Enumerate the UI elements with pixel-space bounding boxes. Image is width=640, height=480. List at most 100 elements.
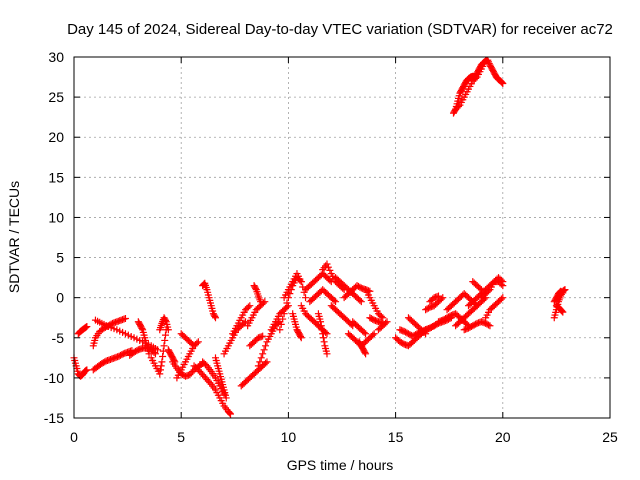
data-point (317, 318, 325, 326)
data-point (259, 350, 267, 358)
data-points (70, 56, 569, 418)
data-point (158, 358, 166, 366)
data-point (362, 330, 370, 338)
axis-ticks: 0 5 10 15 20 25 -15 -10 -5 0 5 10 15 20 25 30 (44, 49, 618, 445)
data-point (369, 331, 377, 339)
data-point (257, 298, 265, 306)
data-point (256, 358, 264, 366)
data-point (302, 294, 310, 302)
data-point (262, 342, 270, 350)
y-tick-label: 5 (56, 250, 64, 266)
data-point (164, 326, 172, 334)
y-tick-label: -10 (44, 370, 64, 386)
data-point (212, 314, 220, 322)
data-point (362, 350, 370, 358)
data-point (277, 320, 285, 328)
data-point (559, 308, 567, 316)
data-point (156, 370, 164, 378)
data-point (472, 74, 480, 82)
data-point (138, 324, 146, 332)
data-point (121, 315, 129, 323)
data-point (225, 408, 233, 416)
data-point (559, 289, 567, 297)
data-point (260, 346, 268, 354)
data-point (360, 328, 368, 336)
data-point (280, 310, 288, 318)
data-point (145, 350, 153, 358)
data-point (159, 352, 167, 360)
data-point (497, 276, 505, 284)
x-tick-label: 20 (495, 429, 511, 445)
data-point (477, 286, 485, 294)
data-point (161, 336, 169, 344)
data-point (498, 79, 506, 87)
data-point (189, 340, 197, 348)
data-point (434, 292, 442, 300)
data-point (326, 276, 334, 284)
data-point (558, 307, 566, 315)
x-tick-label: 25 (602, 429, 618, 445)
x-tick-label: 5 (177, 429, 185, 445)
data-point (160, 342, 168, 350)
y-tick-label: -5 (52, 330, 65, 346)
data-point (242, 318, 250, 326)
data-point (252, 284, 260, 292)
data-point (282, 304, 290, 312)
data-point (323, 260, 331, 268)
x-axis-label: GPS time / hours (287, 457, 394, 473)
data-point (482, 57, 490, 65)
data-point (439, 294, 447, 302)
data-point (377, 312, 385, 320)
data-point (222, 394, 230, 402)
data-point (161, 316, 169, 324)
data-point (485, 321, 493, 329)
data-point (499, 79, 507, 87)
data-point (319, 330, 327, 338)
y-axis-label: SDTVAR / TECUs (6, 181, 22, 293)
data-point (454, 102, 462, 110)
x-tick-label: 0 (70, 429, 78, 445)
data-point (211, 312, 219, 320)
data-point (154, 346, 162, 354)
data-point (382, 319, 390, 327)
data-point (317, 322, 325, 330)
data-point (326, 266, 334, 274)
y-tick-label: 10 (48, 209, 64, 225)
data-point (356, 296, 364, 304)
data-point (318, 326, 326, 334)
data-point (227, 410, 235, 418)
x-tick-label: 10 (281, 429, 297, 445)
data-point (194, 338, 202, 346)
data-point (485, 287, 493, 295)
data-point (254, 362, 262, 370)
data-point (259, 332, 267, 340)
data-point (157, 362, 165, 370)
data-point (557, 307, 565, 315)
data-point (320, 338, 328, 346)
data-point (161, 331, 169, 339)
data-point (370, 330, 378, 338)
data-point (246, 302, 254, 310)
data-point (226, 409, 234, 417)
data-point (330, 296, 338, 304)
data-point (332, 298, 340, 306)
data-point (499, 278, 507, 286)
data-point (83, 366, 91, 374)
data-point (190, 342, 198, 350)
data-point (486, 322, 494, 330)
data-point (324, 263, 332, 271)
data-point (383, 318, 391, 326)
chart-title: Day 145 of 2024, Sidereal Day-to-day VTE… (67, 21, 613, 38)
data-point (297, 278, 305, 286)
data-point (357, 298, 365, 306)
data-point (262, 359, 270, 367)
data-point (476, 284, 484, 292)
data-point (151, 350, 159, 358)
y-tick-label: 30 (48, 49, 64, 65)
data-point (297, 332, 305, 340)
data-point (244, 303, 252, 311)
data-point (499, 294, 507, 302)
data-point (361, 348, 369, 356)
x-tick-label: 15 (388, 429, 404, 445)
